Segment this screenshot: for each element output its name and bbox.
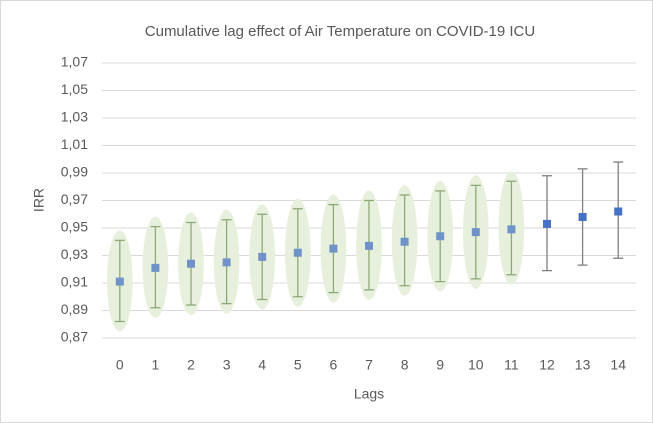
x-tick-label: 2 bbox=[187, 357, 195, 373]
point bbox=[329, 244, 338, 253]
y-tick-label: 1,01 bbox=[61, 136, 88, 152]
x-tick-label: 6 bbox=[330, 357, 338, 373]
point bbox=[614, 207, 623, 216]
x-tick-label: 8 bbox=[401, 357, 409, 373]
point bbox=[115, 277, 124, 286]
y-axis-label: IRR bbox=[31, 188, 47, 212]
x-tick-label: 10 bbox=[468, 357, 484, 373]
y-tick-label: 0,95 bbox=[61, 219, 88, 235]
y-tick-label: 0,97 bbox=[61, 191, 88, 207]
y-tick-label: 0,87 bbox=[61, 329, 88, 345]
x-tick-label: 11 bbox=[504, 357, 519, 373]
y-tick-label: 1,05 bbox=[61, 81, 88, 97]
point bbox=[151, 263, 160, 272]
y-tick-label: 1,03 bbox=[61, 109, 88, 125]
y-tick-label: 0,99 bbox=[61, 164, 88, 180]
y-tick-label: 1,07 bbox=[61, 54, 88, 70]
x-tick-label: 4 bbox=[258, 357, 266, 373]
y-tick-label: 0,91 bbox=[61, 274, 88, 290]
point bbox=[365, 241, 373, 250]
point bbox=[507, 225, 516, 234]
point bbox=[258, 252, 267, 261]
point bbox=[436, 232, 445, 241]
point bbox=[400, 237, 409, 246]
chart-title: Cumulative lag effect of Air Temperature… bbox=[145, 23, 535, 40]
x-tick-label: 9 bbox=[436, 357, 444, 373]
y-tick-label: 0,89 bbox=[61, 301, 88, 317]
x-tick-label: 3 bbox=[223, 357, 231, 373]
point bbox=[471, 228, 480, 237]
x-tick-label: 1 bbox=[152, 357, 160, 373]
x-axis-label: Lags bbox=[354, 386, 384, 402]
x-tick-label: 12 bbox=[539, 357, 555, 373]
y-tick-label: 0,93 bbox=[61, 246, 88, 262]
x-tick-label: 13 bbox=[575, 357, 591, 373]
point bbox=[222, 258, 231, 267]
x-tick-label: 5 bbox=[294, 357, 302, 373]
point bbox=[187, 259, 195, 268]
x-tick-label: 14 bbox=[610, 357, 626, 373]
x-tick-label: 0 bbox=[116, 357, 124, 373]
point bbox=[578, 213, 587, 221]
point bbox=[293, 248, 302, 257]
x-tick-label: 7 bbox=[365, 357, 373, 373]
point bbox=[543, 219, 551, 228]
